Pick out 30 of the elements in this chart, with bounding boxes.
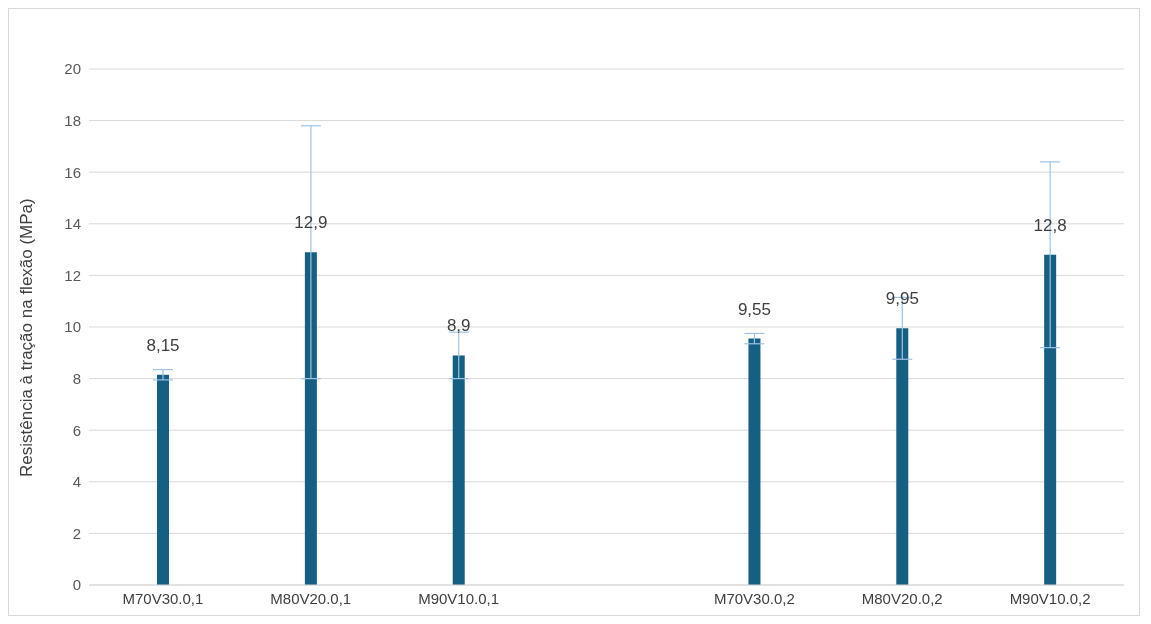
y-axis-title: Resistência à tração na flexão (MPa) [17, 198, 37, 477]
x-tick-label: M80V20.0,1 [270, 589, 352, 607]
bar [1044, 254, 1057, 585]
y-tick-label: 0 [72, 576, 81, 594]
x-tick-label: M70V30.0,1 [122, 589, 204, 607]
x-tick-label: M70V30.0,2 [713, 589, 795, 607]
y-tick-label: 10 [64, 318, 81, 336]
x-tick-label: M90V10.0,2 [1009, 589, 1091, 607]
x-tick-label: M80V20.0,2 [861, 589, 943, 607]
y-tick-label: 14 [64, 215, 81, 233]
y-tick-label: 2 [72, 524, 81, 542]
data-label: 12,9 [294, 213, 328, 233]
y-tick-label: 6 [72, 421, 81, 439]
bar [896, 328, 909, 585]
data-label: 9,55 [737, 299, 771, 319]
bar [748, 338, 761, 585]
data-label: 8,9 [446, 316, 471, 336]
y-tick-label: 8 [72, 369, 81, 387]
y-tick-label: 20 [64, 60, 81, 78]
x-tick-label: M90V10.0,1 [418, 589, 500, 607]
data-label: 12,8 [1033, 215, 1067, 235]
y-tick-label: 16 [64, 163, 81, 181]
bar [304, 252, 317, 585]
y-tick-label: 4 [72, 473, 81, 491]
data-label: 8,15 [146, 335, 180, 355]
y-tick-label: 12 [64, 266, 81, 284]
data-label: 9,95 [885, 289, 919, 309]
bar [157, 374, 170, 585]
bar [452, 355, 465, 585]
y-tick-label: 18 [64, 111, 81, 129]
